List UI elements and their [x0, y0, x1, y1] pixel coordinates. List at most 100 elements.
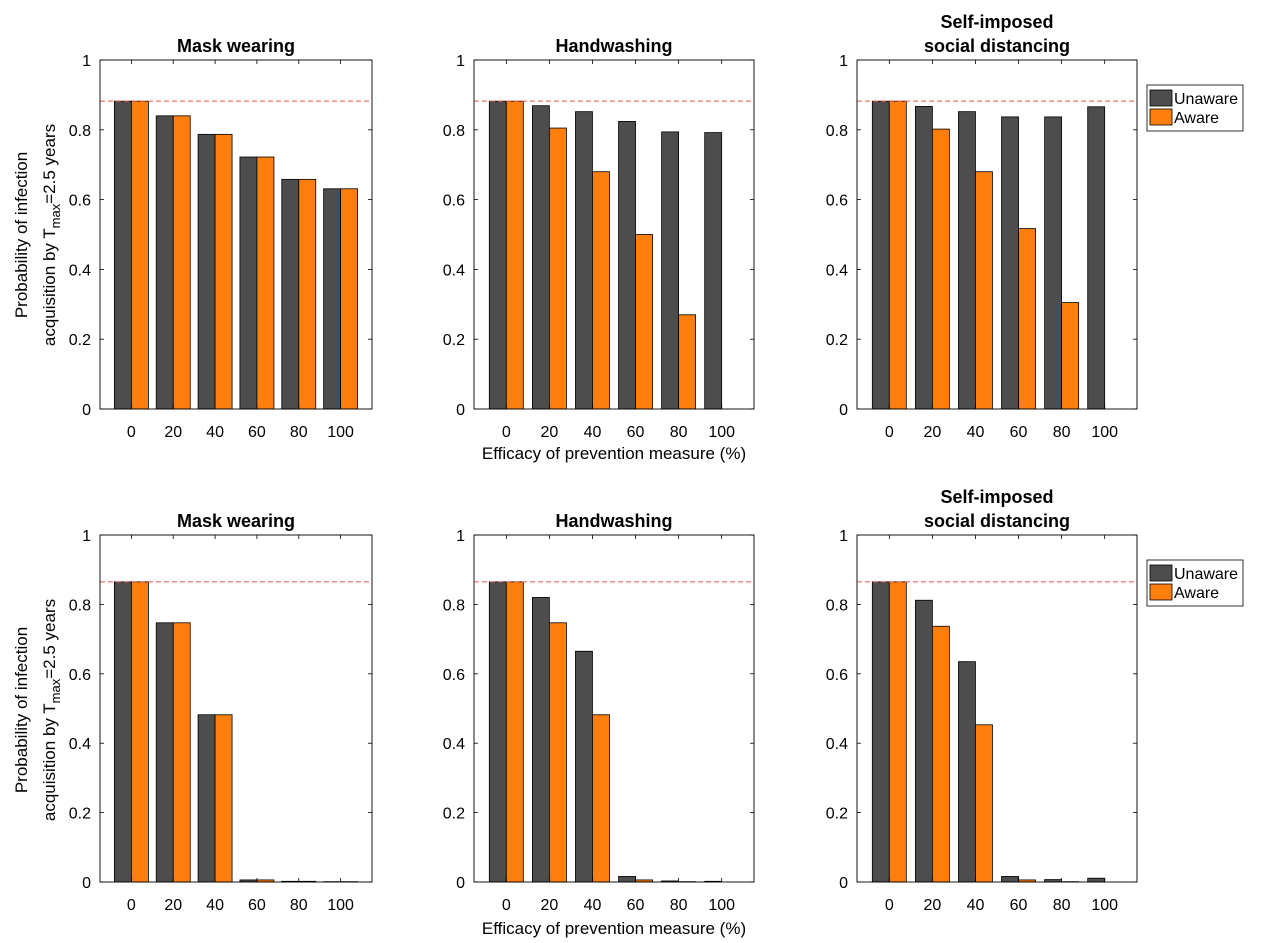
bar-aware-20-panel-1	[172, 115, 191, 410]
y-axis-label-top-line1: Probability of infection	[12, 152, 31, 318]
y-tick-label-0.6-panel-6: 0.6	[826, 667, 848, 684]
x-tick-label-20-panel-6: 20	[923, 897, 941, 914]
bar-unaware-40-panel-1	[197, 133, 216, 410]
y-tick-label-0.4-panel-4: 0.4	[69, 736, 91, 753]
bar-aware-40-panel-6	[975, 724, 993, 883]
y-tick-label-1-panel-6: 1	[839, 528, 848, 545]
bar-aware-100-panel-1	[340, 188, 359, 410]
y-axis-label-bottom-line1: Probability of infection	[12, 627, 31, 793]
bar-unaware-40-panel-5	[575, 650, 593, 883]
x-tick-label-40-panel-1: 40	[206, 424, 224, 441]
y-tick-label-0.4-panel-5: 0.4	[443, 736, 465, 753]
bar-unaware-60-panel-5	[618, 876, 636, 883]
y-tick-label-0-panel-3: 0	[839, 402, 848, 419]
bar-unaware-80-panel-3	[1044, 116, 1063, 410]
chart-panel-3: 0 20 40 60 80 100 0 0.2 0.4 0.6 0.8 1 Self-imposed so…	[826, 12, 1244, 441]
x-tick-label-100-panel-2: 100	[708, 424, 735, 441]
y-tick-label-0.4-panel-6: 0.4	[826, 736, 848, 753]
y-tick-label-0-panel-6: 0	[839, 875, 848, 892]
legend-label-aware-panel-6: Aware	[1174, 585, 1219, 602]
x-tick-label-80-panel-3: 80	[1053, 424, 1071, 441]
x-tick-label-0-panel-3: 0	[885, 424, 894, 441]
x-tick-label-20-panel-3: 20	[923, 424, 941, 441]
y-tick-label-0.2-panel-2: 0.2	[443, 332, 465, 349]
x-tick-label-20-panel-2: 20	[540, 424, 558, 441]
bar-aware-40-panel-4	[214, 714, 233, 883]
panel-title-6-line-1: Self-imposed	[940, 487, 1053, 507]
x-tick-label-100-panel-1: 100	[327, 424, 354, 441]
y-tick-label-0.6-panel-3: 0.6	[826, 193, 848, 210]
x-axis-label-bottom: Efficacy of prevention measure (%)	[482, 919, 746, 938]
chart-panel-5: 0 20 40 60 80 100 0 0.2 0.4 0.6 0.8 1 Handwashing	[443, 511, 755, 914]
bar-unaware-0-panel-1	[113, 100, 132, 410]
bar-unaware-0-panel-6	[871, 581, 890, 883]
bar-aware-0-panel-5	[505, 581, 524, 883]
chart-panel-4: 0 20 40 60 80 100 0 0.2 0.4 0.6 0.8 1 Mask wearing	[69, 511, 373, 914]
bar-unaware-20-panel-6	[914, 599, 933, 883]
x-tick-label-80-panel-1: 80	[290, 424, 308, 441]
bar-unaware-80-panel-1	[281, 178, 300, 410]
y-tick-label-0.6-panel-5: 0.6	[443, 667, 465, 684]
y-tick-label-0.6-panel-2: 0.6	[443, 193, 465, 210]
panel-title-3-line-1: Self-imposed	[940, 12, 1053, 32]
bar-aware-20-panel-2	[548, 127, 567, 410]
bar-unaware-20-panel-5	[531, 597, 550, 883]
x-tick-label-60-panel-3: 60	[1010, 424, 1028, 441]
x-tick-label-0-panel-6: 0	[885, 897, 894, 914]
legend-label-aware-panel-3: Aware	[1174, 110, 1219, 127]
bar-aware-40-panel-1	[214, 133, 233, 410]
bar-aware-20-panel-5	[548, 622, 567, 883]
chart-panel-1: 0 20 40 60 80 100 0 0.2 0.4 0.6 0.8 1 Mask wearing	[69, 36, 373, 441]
bar-aware-0-panel-2	[505, 100, 524, 410]
bar-aware-0-panel-4	[130, 581, 149, 883]
legend-label-unaware-panel-3: Unaware	[1174, 91, 1238, 108]
legend-swatch-aware-panel-6	[1149, 583, 1173, 601]
y-tick-label-1-panel-4: 1	[82, 528, 91, 545]
bar-unaware-40-panel-2	[575, 111, 593, 410]
y-tick-label-1-panel-5: 1	[456, 528, 465, 545]
y-axis-label-bottom-prefix: acquisition by T	[40, 703, 59, 821]
legend-label-unaware-panel-6: Unaware	[1174, 566, 1238, 583]
bar-aware-20-panel-6	[931, 625, 950, 883]
panel-title-4-line-1: Mask wearing	[177, 511, 295, 531]
x-tick-label-100-panel-4: 100	[327, 897, 354, 914]
legend-swatch-aware-panel-3	[1149, 108, 1173, 126]
y-axis-label-top-sub: max	[48, 203, 63, 228]
x-tick-label-80-panel-4: 80	[290, 897, 308, 914]
y-tick-label-0-panel-5: 0	[456, 875, 465, 892]
y-axis-label-top-line2: acquisition by Tmax=2.5 years	[40, 124, 63, 346]
y-axis-label-top-prefix: acquisition by T	[40, 228, 59, 346]
panel-title-3-line-2: social distancing	[924, 36, 1070, 56]
y-tick-label-0-panel-1: 0	[82, 402, 91, 419]
x-tick-label-40-panel-6: 40	[967, 897, 985, 914]
x-axis-label-top: Efficacy of prevention measure (%)	[482, 444, 746, 463]
bar-unaware-60-panel-6	[1001, 876, 1019, 883]
y-tick-label-0.4-panel-3: 0.4	[826, 262, 848, 279]
legend-swatch-unaware-panel-6	[1149, 564, 1173, 582]
bar-unaware-20-panel-1	[155, 115, 174, 410]
x-tick-label-40-panel-2: 40	[584, 424, 602, 441]
bar-unaware-40-panel-3	[958, 111, 976, 410]
y-tick-label-0.6-panel-1: 0.6	[69, 193, 91, 210]
bar-unaware-20-panel-2	[531, 105, 550, 410]
y-tick-label-0.8-panel-1: 0.8	[69, 123, 91, 140]
y-tick-label-1-panel-3: 1	[839, 53, 848, 70]
bar-aware-0-panel-1	[130, 100, 149, 410]
y-axis-label-top-suffix: =2.5 years	[40, 124, 59, 204]
axes-frame-2	[473, 59, 755, 410]
axes-frame-3	[856, 59, 1138, 410]
y-tick-label-0.8-panel-4: 0.8	[69, 597, 91, 614]
x-tick-label-80-panel-5: 80	[670, 897, 688, 914]
y-tick-label-0.4-panel-2: 0.4	[443, 262, 465, 279]
axes-frame-1	[99, 59, 373, 410]
y-tick-label-1-panel-2: 1	[456, 53, 465, 70]
x-tick-label-100-panel-3: 100	[1091, 424, 1118, 441]
x-tick-label-60-panel-4: 60	[248, 897, 266, 914]
bar-unaware-40-panel-6	[958, 661, 976, 883]
bar-unaware-40-panel-4	[197, 714, 216, 883]
bar-unaware-20-panel-4	[155, 622, 174, 883]
y-tick-label-0.2-panel-3: 0.2	[826, 332, 848, 349]
bar-unaware-0-panel-5	[488, 581, 507, 883]
x-tick-label-60-panel-6: 60	[1010, 897, 1028, 914]
